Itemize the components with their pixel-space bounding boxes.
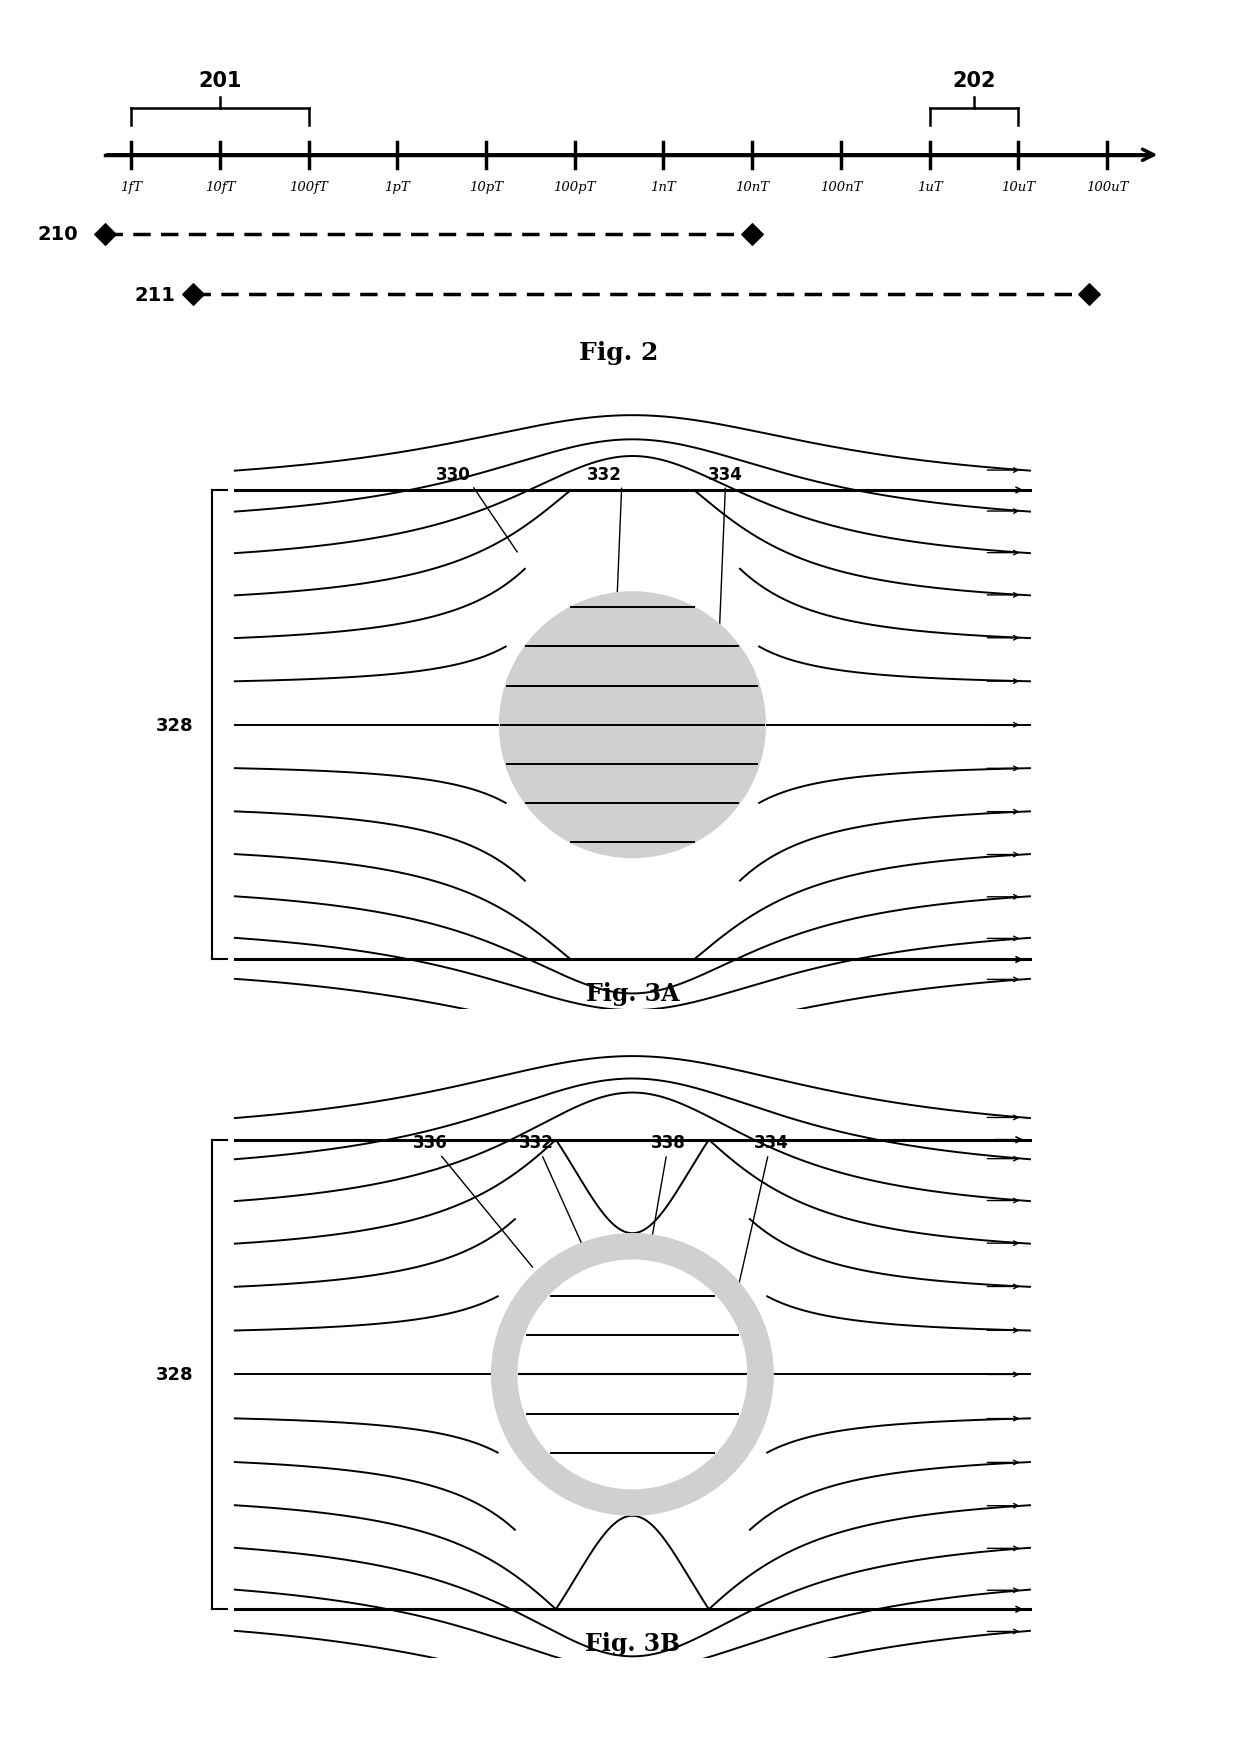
Text: 211: 211 — [135, 286, 176, 304]
Text: Fig. 2: Fig. 2 — [579, 340, 658, 365]
Circle shape — [492, 1236, 773, 1515]
Circle shape — [500, 593, 765, 858]
Text: 100pT: 100pT — [553, 181, 596, 195]
Text: 330: 330 — [435, 465, 517, 553]
Text: 100nT: 100nT — [820, 181, 862, 195]
Text: 100uT: 100uT — [1086, 181, 1128, 195]
Point — [184, 281, 203, 309]
Text: 1fT: 1fT — [120, 181, 143, 195]
Point — [1079, 281, 1099, 309]
Text: 202: 202 — [952, 70, 996, 91]
Text: 1nT: 1nT — [651, 181, 676, 195]
Text: 1uT: 1uT — [916, 181, 942, 195]
Text: 10fT: 10fT — [205, 181, 236, 195]
Circle shape — [518, 1262, 746, 1488]
Text: 334: 334 — [708, 465, 743, 649]
Text: 332: 332 — [587, 465, 621, 683]
Text: Fig. 3B: Fig. 3B — [585, 1630, 680, 1655]
Text: 336: 336 — [413, 1134, 532, 1267]
Text: 10uT: 10uT — [1001, 181, 1035, 195]
Text: 201: 201 — [198, 70, 242, 91]
Text: 1pT: 1pT — [384, 181, 410, 195]
Text: 328: 328 — [155, 1365, 193, 1383]
Text: 100fT: 100fT — [289, 181, 329, 195]
Text: Fig. 3A: Fig. 3A — [585, 981, 680, 1006]
Text: 334: 334 — [738, 1134, 789, 1288]
Text: 10nT: 10nT — [735, 181, 769, 195]
Text: 332: 332 — [518, 1134, 585, 1253]
Text: 210: 210 — [37, 225, 78, 244]
Text: 10pT: 10pT — [469, 181, 503, 195]
Text: 338: 338 — [640, 1134, 686, 1304]
Point — [94, 221, 114, 249]
Text: 328: 328 — [155, 716, 193, 734]
Point — [743, 221, 763, 249]
